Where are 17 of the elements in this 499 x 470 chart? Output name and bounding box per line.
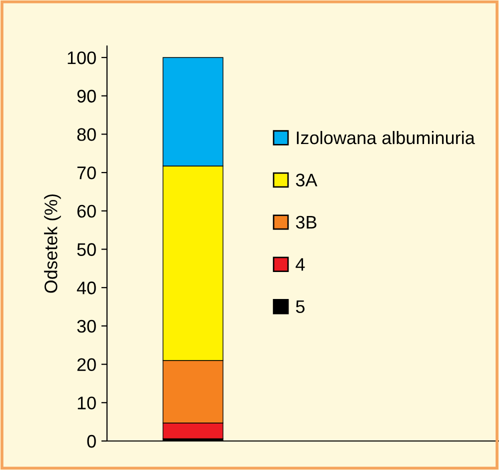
legend-label: 5 [296, 300, 305, 314]
y-tick-label: 10 [78, 396, 96, 410]
y-axis-title: Odsetek (%) [44, 194, 61, 293]
y-tick-label: 70 [77, 166, 96, 180]
legend-label: 4 [296, 258, 305, 271]
y-tick-label: 20 [77, 358, 96, 372]
y-tick-label: 30 [77, 320, 96, 333]
y-tick-label: 90 [77, 90, 96, 103]
y-tick-label: 40 [76, 282, 96, 294]
y-tick-label: 100 [68, 51, 96, 64]
legend-label: 3B [296, 216, 316, 229]
y-tick-label: 80 [77, 128, 96, 141]
y-tick-label: 50 [77, 243, 96, 256]
legend-label: 3A [296, 174, 318, 186]
y-tick-label: 60 [77, 204, 96, 218]
legend-label: Izolowana albuminuria [296, 130, 475, 144]
y-tick-label: 0 [87, 434, 96, 448]
